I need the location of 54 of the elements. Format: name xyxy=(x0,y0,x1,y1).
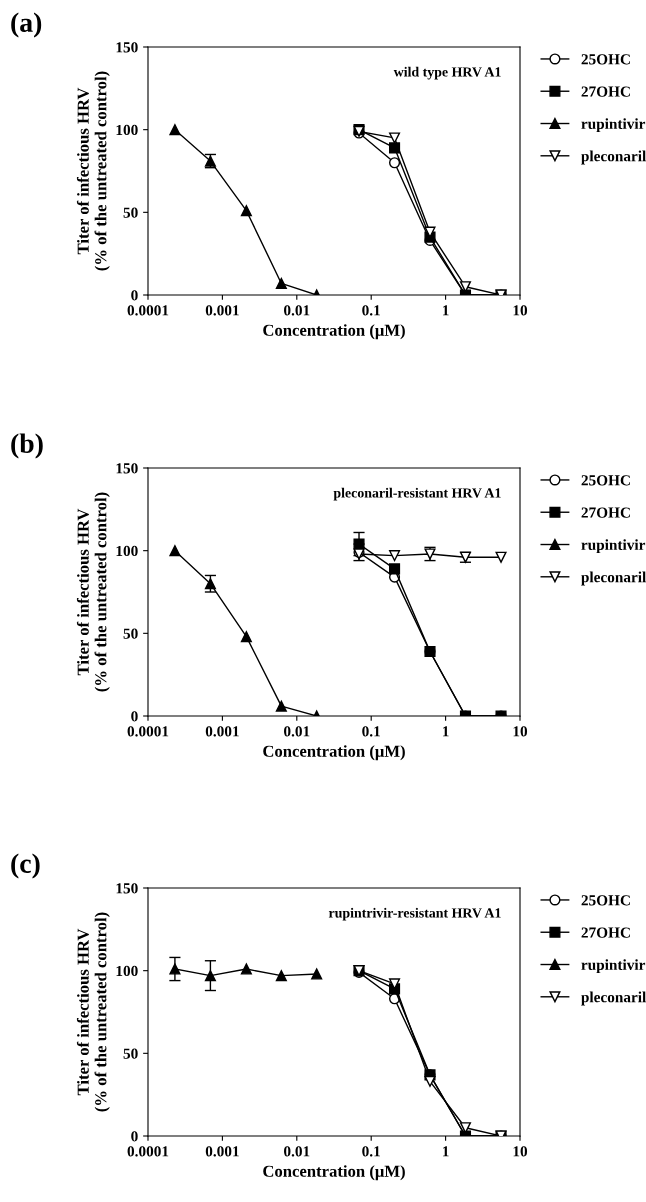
chart-title: (c) xyxy=(11,853,40,879)
x-tick-label: 1 xyxy=(443,1146,449,1157)
chart-title: (a) xyxy=(11,12,42,38)
annotation: wild type HRV A1 xyxy=(393,66,501,80)
legend-label: pleconaril xyxy=(581,571,646,586)
x-tick-label: 0.001 xyxy=(205,305,239,316)
y-tick-label: 100 xyxy=(116,124,138,136)
y-tick-label: 0 xyxy=(131,290,138,301)
y-axis-title: Titer of infectious HRV (% of the untreated control) xyxy=(76,71,110,271)
x-tick-label: 0.1 xyxy=(362,305,380,316)
y-tick-label: 150 xyxy=(116,42,138,53)
x-tick-label: 10 xyxy=(513,1146,528,1157)
y-tick-label: 100 xyxy=(116,545,138,557)
x-tick-label: 0.1 xyxy=(362,1146,380,1157)
legend-label: rupintivir xyxy=(581,959,646,974)
x-tick-label: 0.001 xyxy=(205,1146,239,1157)
x-axis-title: Concentration (μM) xyxy=(263,745,405,761)
x-tick-label: 10 xyxy=(513,305,528,316)
x-tick-label: 1 xyxy=(443,305,449,316)
x-tick-label: 1 xyxy=(443,726,449,737)
legend-label: 25OHC xyxy=(581,475,630,486)
legend-label: rupintivir xyxy=(581,118,646,133)
y-tick-label: 50 xyxy=(123,1048,138,1059)
x-tick-label: 0.001 xyxy=(205,726,239,737)
x-tick-label: 0.0001 xyxy=(127,305,169,316)
y-tick-label: 150 xyxy=(116,883,138,894)
x-tick-label: 0.01 xyxy=(284,726,310,737)
chart-title: (b) xyxy=(11,433,43,459)
annotation: pleconaril-resistant HRV A1 xyxy=(333,487,501,501)
y-tick-label: 150 xyxy=(116,463,138,474)
x-tick-label: 0.0001 xyxy=(127,726,169,737)
y-axis-title: Titer of infectious HRV (% of the untreated control) xyxy=(76,492,110,692)
legend-label: 25OHC xyxy=(581,54,630,65)
y-axis-title: Titer of infectious HRV (% of the untreated control) xyxy=(76,912,110,1112)
legend-label: pleconaril xyxy=(581,991,646,1006)
legend-label: rupintivir xyxy=(581,539,646,554)
legend-label: 27OHC xyxy=(581,507,630,518)
y-tick-label: 100 xyxy=(116,965,138,977)
x-tick-label: 0.01 xyxy=(284,1146,310,1157)
x-tick-label: 10 xyxy=(513,726,528,737)
legend-label: 27OHC xyxy=(581,927,630,938)
legend-label: 25OHC xyxy=(581,895,630,906)
y-tick-label: 0 xyxy=(131,1131,138,1142)
x-tick-label: 0.01 xyxy=(284,305,310,316)
x-axis-title: Concentration (μM) xyxy=(263,1165,405,1181)
y-tick-label: 50 xyxy=(123,207,138,218)
x-axis-title: Concentration (μM) xyxy=(263,324,405,340)
y-tick-label: 50 xyxy=(123,628,138,639)
y-tick-label: 0 xyxy=(131,711,138,722)
x-tick-label: 0.1 xyxy=(362,726,380,737)
annotation: rupintrivir-resistant HRV A1 xyxy=(328,907,501,921)
legend-label: 27OHC xyxy=(581,86,630,97)
x-tick-label: 0.0001 xyxy=(127,1146,169,1157)
legend-label: pleconaril xyxy=(581,150,646,165)
